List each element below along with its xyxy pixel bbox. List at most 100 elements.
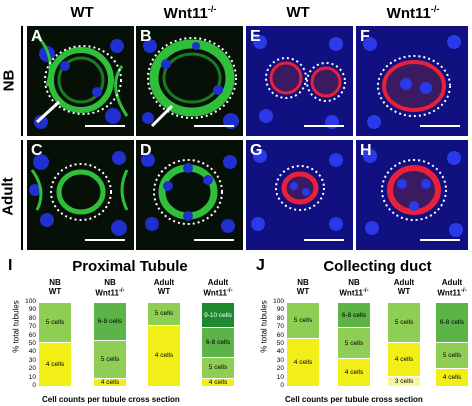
micrograph-panel-e: E xyxy=(246,26,353,136)
bar-segment: 6-8 cells xyxy=(94,302,126,340)
y-tick-label: 100 xyxy=(273,298,284,305)
bar-header-line1: NB xyxy=(104,278,116,287)
stacked-bar: 4 cells 5 cells xyxy=(148,302,180,386)
col-header-wnt11-2: Wnt11-/- xyxy=(386,4,440,22)
bar-header-line1: Adult xyxy=(441,278,463,287)
micrograph-panel-c: C xyxy=(27,140,134,250)
bar-header: NB Wnt11-/- xyxy=(332,278,376,298)
bar-header-line1: Adult xyxy=(153,278,175,287)
y-tick-label: 40 xyxy=(276,348,284,356)
micrograph-panel-b: B xyxy=(136,26,243,136)
bar-segment: 4 cells xyxy=(148,324,180,386)
y-tick-label: 80 xyxy=(276,314,284,322)
y-tick-label: 20 xyxy=(28,365,36,373)
y-tick-label: 50 xyxy=(276,340,284,347)
bar-header-line2: WT xyxy=(157,287,171,296)
chart-j-ylabel: % total tubules xyxy=(259,300,269,353)
stacked-bar: 4 cells 5 cells xyxy=(287,302,319,386)
micrograph-h-image xyxy=(356,140,468,250)
bar-header-line1: Adult xyxy=(393,278,415,287)
stacked-bar: 4 cells 5 cells 6-8 cells xyxy=(338,302,370,386)
bar-header: Adult Wnt11-/- xyxy=(430,278,472,298)
y-tick-label: 70 xyxy=(28,323,36,331)
bar-segment: 5 cells xyxy=(39,302,71,343)
stacked-bar: 4 cells 5 cells 6-8 cells xyxy=(94,302,126,386)
micrograph-b-image xyxy=(136,26,243,136)
bar-segment: 4 cells xyxy=(436,367,468,386)
y-tick-label: 40 xyxy=(28,348,36,356)
y-tick-label: 0 xyxy=(280,382,284,389)
panel-label-h: H xyxy=(360,142,372,159)
panel-label-b: B xyxy=(140,28,152,45)
bar-segment: 5 cells xyxy=(287,302,319,339)
panel-label-e: E xyxy=(250,28,261,45)
bar-segment: 5 cells xyxy=(338,327,370,359)
micrograph-panel-f: F xyxy=(356,26,468,136)
y-tick-label: 10 xyxy=(28,373,36,381)
micrograph-g-image xyxy=(246,140,353,250)
micrograph-a-image xyxy=(27,26,134,136)
row-divider-nb xyxy=(21,26,23,136)
micrograph-panel-h: H xyxy=(356,140,468,250)
bar-header-line2: Wnt11-/- xyxy=(95,288,125,298)
bar-segment: 4 cells xyxy=(287,338,319,386)
bar-header: Adult Wnt11-/- xyxy=(196,278,240,298)
chart-j-title: Collecting duct xyxy=(323,258,432,275)
panel-label-f: F xyxy=(360,28,370,45)
y-tick-label: 90 xyxy=(276,306,284,314)
bar-segment: 6-8 cells xyxy=(338,302,370,328)
chart-i-title: Proximal Tubule xyxy=(72,258,188,275)
panel-label-c: C xyxy=(31,142,43,159)
bar-header-line1: NB xyxy=(49,278,61,287)
y-tick-label: 70 xyxy=(276,323,284,331)
bar-segment: 4 cells xyxy=(388,342,420,376)
chart-i-ylabel: % total tubules xyxy=(11,300,21,353)
bar-header: NB WT xyxy=(281,278,325,296)
panel-label-d: D xyxy=(140,142,152,159)
col-header-wt-1: WT xyxy=(70,4,94,21)
bar-segment: 9-10 cells xyxy=(202,302,234,328)
y-tick-label: 30 xyxy=(28,356,36,364)
figure-label-j: J xyxy=(256,257,265,274)
micrograph-f-image xyxy=(356,26,468,136)
y-tick-label: 60 xyxy=(28,331,36,339)
bar-segment: 6-8 cells xyxy=(202,327,234,357)
micrograph-d-image xyxy=(136,140,243,250)
bar-segment: 4 cells xyxy=(202,377,234,386)
stacked-bar: 4 cells 5 cells 6-8 cells 9-10 cells xyxy=(202,302,234,386)
bar-header-line2: WT xyxy=(48,287,62,296)
y-tick-label: 100 xyxy=(25,298,36,305)
bar-header: Adult WT xyxy=(382,278,426,296)
bar-header-line1: NB xyxy=(348,278,360,287)
y-tick-label: 0 xyxy=(32,382,36,389)
chart-i-xlabel: Cell counts per tubule cross section xyxy=(42,395,180,404)
bar-header-line2: Wnt11-/- xyxy=(339,288,369,298)
stacked-bar: 3 cells 4 cells 5 cells xyxy=(388,302,420,386)
bar-segment: 4 cells xyxy=(94,377,126,386)
bar-segment: 3 cells xyxy=(388,375,420,386)
bar-segment: 5 cells xyxy=(94,339,126,378)
bar-header-line2: Wnt11-/- xyxy=(203,288,233,298)
y-tick-label: 90 xyxy=(28,306,36,314)
y-tick-label: 60 xyxy=(276,331,284,339)
stacked-bar: 4 cells 5 cells 6-8 cells xyxy=(436,302,468,386)
bar-segment: 5 cells xyxy=(148,302,180,325)
col-header-wt-2: WT xyxy=(286,4,310,21)
bar-segment: 5 cells xyxy=(436,342,468,368)
y-tick-label: 80 xyxy=(28,314,36,322)
bar-segment: 4 cells xyxy=(338,358,370,386)
y-tick-label: 30 xyxy=(276,356,284,364)
bar-header-line2: Wnt11-/- xyxy=(437,288,467,298)
bar-header-line2: WT xyxy=(397,287,411,296)
y-tick-label: 50 xyxy=(28,340,36,347)
bar-segment: 4 cells xyxy=(39,342,71,386)
micrograph-panel-d: D xyxy=(136,140,243,250)
y-tick-label: 10 xyxy=(276,373,284,381)
col-header-wnt11-1: Wnt11-/- xyxy=(163,4,217,22)
bar-header: NB WT xyxy=(33,278,77,296)
chart-i-plot: 0 10 20 30 40 50 60 70 80 90 100 NB WT 4 cells 5 cells… xyxy=(22,276,237,394)
bar-header-line1: NB xyxy=(297,278,309,287)
bar-header: NB Wnt11-/- xyxy=(88,278,132,298)
micrograph-panel-g: G xyxy=(246,140,353,250)
bar-segment: 5 cells xyxy=(202,356,234,378)
